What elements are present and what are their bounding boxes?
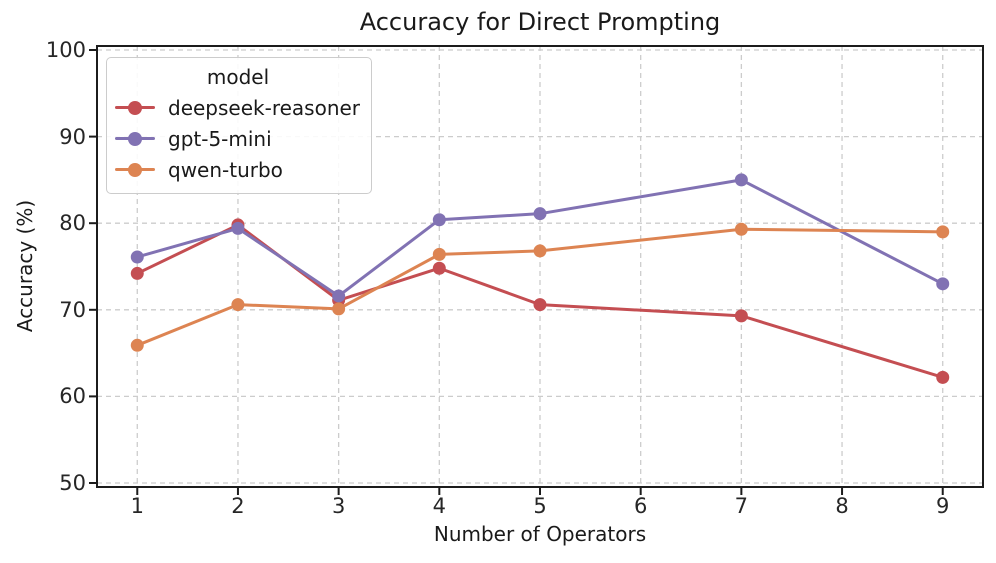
tick-marks	[89, 49, 944, 495]
legend-item: deepseek-reasoner	[115, 92, 361, 123]
legend-label: deepseek-reasoner	[168, 95, 361, 120]
legend: model deepseek-reasoner gpt-5-mini qwen-…	[106, 57, 372, 194]
data-point-qwen-turbo	[734, 222, 748, 236]
data-point-qwen-turbo	[332, 302, 346, 316]
data-point-gpt-5-mini	[332, 289, 346, 303]
legend-title: model	[206, 65, 270, 89]
legend-label: gpt-5-mini	[168, 126, 272, 151]
data-point-qwen-turbo	[130, 338, 144, 352]
x-tick-label: 8	[835, 494, 849, 518]
data-point-gpt-5-mini	[432, 213, 446, 227]
data-point-qwen-turbo	[432, 247, 446, 261]
y-tick-label: 50	[59, 471, 86, 495]
data-point-gpt-5-mini	[936, 277, 950, 291]
data-point-qwen-turbo	[936, 225, 950, 239]
x-tick-label: 3	[331, 494, 346, 518]
y-tick-label: 90	[59, 124, 86, 149]
data-point-qwen-turbo	[533, 244, 547, 258]
series-lines	[130, 173, 950, 384]
x-tick-label: 9	[936, 494, 950, 518]
x-tick-label: 6	[633, 494, 648, 518]
data-point-deepseek-reasoner	[936, 370, 950, 384]
x-axis-label: Number of Operators	[433, 522, 647, 546]
legend-swatch	[115, 100, 155, 116]
data-point-gpt-5-mini	[231, 221, 245, 235]
legend-item: gpt-5-mini	[115, 123, 361, 154]
y-tick-label: 70	[59, 297, 86, 322]
x-tick-label: 7	[734, 494, 749, 518]
data-point-gpt-5-mini	[533, 207, 547, 221]
data-point-deepseek-reasoner	[533, 298, 547, 312]
legend-item: qwen-turbo	[115, 154, 361, 185]
x-tick-label: 4	[432, 494, 446, 518]
data-point-deepseek-reasoner	[734, 309, 748, 323]
legend-swatch	[115, 162, 155, 178]
x-tick-label: 5	[533, 494, 547, 518]
marker-dot-icon	[128, 162, 142, 177]
legend-label: qwen-turbo	[168, 157, 283, 182]
data-point-deepseek-reasoner	[432, 261, 446, 275]
data-point-qwen-turbo	[231, 298, 245, 312]
y-tick-label: 60	[59, 384, 86, 409]
plot-border	[96, 45, 984, 488]
chart-title: Accuracy for Direct Prompting	[359, 8, 721, 36]
x-tick-label: 1	[130, 494, 144, 518]
axes-frame	[96, 45, 984, 488]
data-point-deepseek-reasoner	[130, 266, 144, 280]
data-point-gpt-5-mini	[130, 250, 144, 264]
data-point-gpt-5-mini	[734, 173, 748, 187]
marker-dot-icon	[128, 131, 142, 146]
y-tick-label: 100	[45, 38, 86, 62]
x-tick-label: 2	[231, 494, 245, 518]
marker-dot-icon	[128, 100, 142, 115]
y-tick-label: 80	[59, 211, 86, 236]
legend-swatch	[115, 131, 155, 147]
